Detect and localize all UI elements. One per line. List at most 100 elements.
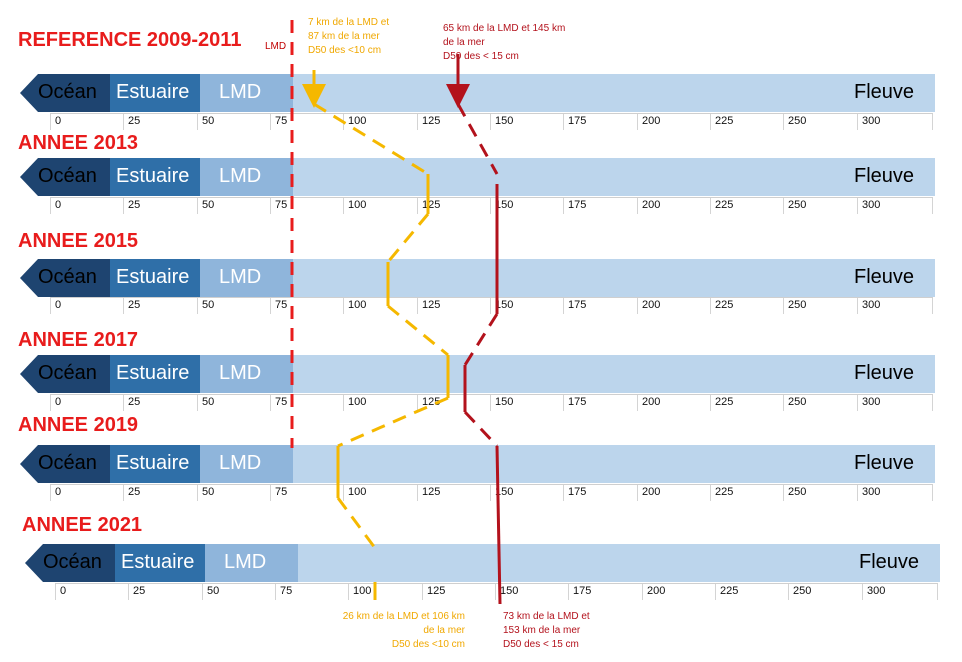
axis-tick-label: 175 [568,115,587,127]
axis-tick-label: 25 [128,396,141,408]
axis-tick-label: 150 [495,199,514,211]
axis-tick: 100 [343,198,366,214]
km-axis-2019: 0 25 50 75 100 125 150 175 200 225 250 300 [50,484,933,501]
annotation-line: D50 des <10 cm [308,45,382,56]
axis-tick: 300 [857,198,880,214]
zone-lmd [200,259,293,297]
axis-tick: 150 [490,395,513,411]
axis-tick: 200 [637,114,660,130]
lmd-label: LMD [219,165,262,187]
axis-tick-label: 225 [715,486,734,498]
axis-tick-label: 300 [862,486,881,498]
annotation-coarse-top: 65 km de la LMD et 145 km de la mer D50 … [443,22,565,64]
axis-tick-label: 100 [348,299,367,311]
axis-tick-label: 125 [427,585,446,597]
axis-tick-label: 175 [568,486,587,498]
row-label-2021: ANNEE 2021 [22,514,143,536]
axis-tick-label: 200 [642,396,661,408]
estuaire-label: Estuaire [116,452,190,474]
axis-tick: 25 [123,395,140,411]
annotation-fine-top: 7 km de la LMD et 87 km de la mer D50 de… [308,16,389,58]
fleuve-label: Fleuve [859,551,920,573]
axis-tick-label: 100 [348,115,367,127]
estuaire-label: Estuaire [116,165,190,187]
km-axis-2021: 0 25 50 75 100 125 150 175 200 225 250 300 [55,583,938,600]
axis-tick: 175 [563,298,586,314]
row-label-2017: ANNEE 2017 [18,329,139,351]
axis-tick-label: 150 [495,486,514,498]
ocean-label: Océan [38,81,97,103]
zone-estuaire [110,158,200,196]
ocean-label: Océan [43,551,102,573]
annotation-line: 65 km de la LMD et 145 km [443,23,566,34]
axis-tick-label: 225 [715,199,734,211]
axis-tick: 250 [783,395,806,411]
river-band-2013: Océan Estuaire LMD Fleuve [20,158,935,196]
axis-tick-label: 200 [642,115,661,127]
axis-tick-label: 100 [353,585,372,597]
axis-tick: 150 [490,485,513,501]
axis-tick-label: 250 [788,486,807,498]
axis-tick-label: 100 [348,199,367,211]
zone-fleuve [293,158,935,196]
axis-tick-label: 300 [862,115,881,127]
axis-tick: 150 [490,198,513,214]
axis-tick: 200 [637,485,660,501]
axis-end-tick [932,198,933,214]
annotation-line: 87 km de la mer [308,31,380,42]
axis-tick-label: 50 [202,115,215,127]
axis-tick-label: 0 [55,115,62,127]
axis-tick-label: 125 [422,396,441,408]
axis-tick-label: 175 [573,585,592,597]
axis-tick-label: 200 [642,299,661,311]
axis-tick: 175 [568,584,591,600]
river-band-2019: Océan Estuaire LMD Fleuve [20,445,935,483]
km-axis-2017: 0 25 50 75 100 125 150 175 200 225 250 300 [50,394,933,411]
axis-tick-label: 125 [422,299,441,311]
axis-tick: 250 [788,584,811,600]
zone-fleuve [293,74,935,112]
axis-tick: 125 [417,485,440,501]
axis-tick-label: 250 [788,115,807,127]
axis-tick-label: 0 [60,585,67,597]
axis-tick-label: 225 [715,396,734,408]
axis-tick-label: 50 [202,299,215,311]
fleuve-label: Fleuve [854,266,915,288]
axis-tick: 50 [202,584,219,600]
axis-tick: 50 [197,395,214,411]
axis-tick-label: 125 [422,115,441,127]
axis-tick-label: 75 [275,299,288,311]
axis-tick-label: 200 [642,486,661,498]
axis-tick-label: 150 [495,115,514,127]
annotation-line: D50 des < 15 cm [443,51,519,62]
axis-tick-label: 50 [207,585,220,597]
axis-tick: 125 [417,114,440,130]
row-label-reference: REFERENCE 2009-2011 [18,29,242,51]
axis-tick: 150 [495,584,518,600]
axis-tick: 150 [490,298,513,314]
annotation-line: 153 km de la mer [503,625,581,636]
zone-fleuve [293,355,935,393]
axis-tick: 75 [270,114,287,130]
axis-tick: 250 [783,198,806,214]
axis-tick-label: 200 [642,199,661,211]
axis-tick-label: 0 [55,396,62,408]
axis-tick: 75 [270,198,287,214]
fleuve-label: Fleuve [854,452,915,474]
axis-tick-label: 150 [495,299,514,311]
axis-tick-label: 50 [202,396,215,408]
axis-end-tick [932,485,933,501]
axis-end-tick [937,584,938,600]
axis-tick: 75 [270,298,287,314]
axis-tick-label: 150 [500,585,519,597]
annotation-line: 7 km de la LMD et [308,17,390,28]
axis-tick-label: 225 [720,585,739,597]
axis-tick: 300 [857,114,880,130]
annotation-line: de la mer [443,37,485,48]
annotation-line: 73 km de la LMD et [503,611,590,622]
km-axis-reference: 0 25 50 75 100 125 150 175 200 225 250 300 [50,113,933,130]
zone-estuaire [110,445,200,483]
lmd-label: LMD [219,452,262,474]
axis-tick: 50 [197,114,214,130]
